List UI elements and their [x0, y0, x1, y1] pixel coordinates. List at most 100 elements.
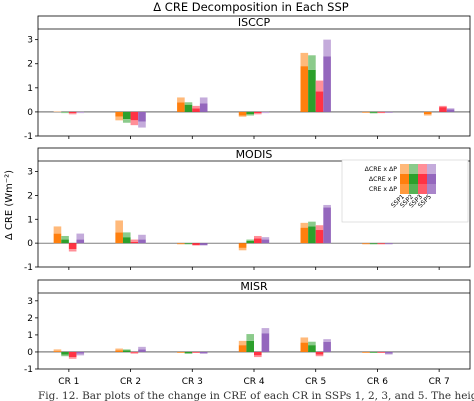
bar-ssp3-cr1 — [68, 351, 77, 358]
bar-top-ssp1-cr5 — [300, 222, 309, 228]
bar-top-ssp3-cr1 — [68, 357, 77, 359]
bar-ssp5-cr4 — [261, 333, 270, 352]
legend-row-label: CRE x ΔP — [369, 186, 397, 193]
bar-ssp5-cr6 — [385, 243, 393, 244]
legend-swatch-ssp2 — [409, 174, 418, 184]
y-tick-label: -1 — [24, 365, 33, 375]
bar-top-ssp2-cr6 — [369, 243, 378, 245]
bar-top-ssp1-cr7 — [423, 114, 432, 116]
bar-top-ssp1-cr3 — [177, 243, 185, 245]
bar-top-ssp2-cr2 — [122, 232, 131, 238]
bar-top-ssp5-cr5 — [323, 39, 331, 57]
x-tick-label: CR 1 — [58, 377, 79, 387]
bar-top-ssp2-cr1 — [61, 354, 69, 357]
bar-top-ssp2-cr5 — [308, 55, 316, 70]
bar-ssp2-cr4 — [246, 111, 254, 115]
bar-ssp2-cr6 — [369, 243, 378, 244]
x-tick-label: CR 2 — [120, 377, 141, 387]
legend-swatch-ssp5 — [427, 164, 436, 174]
y-tick-label: 0 — [27, 348, 33, 358]
bar-top-ssp5-cr4 — [261, 237, 270, 240]
bar-top-ssp3-cr4 — [254, 113, 262, 115]
bar-ssp2-cr5 — [308, 69, 316, 112]
y-tick-label: 1 — [27, 331, 33, 341]
bar-top-ssp3-cr3 — [192, 245, 200, 246]
bar-top-ssp2-cr3 — [184, 353, 193, 354]
bar-top-ssp5-cr3 — [199, 245, 208, 246]
bar-top-ssp1-cr1 — [53, 111, 62, 112]
bar-ssp1-cr6 — [362, 351, 370, 353]
bar-top-ssp5-cr6 — [385, 243, 393, 245]
bar-ssp1-cr3 — [177, 102, 185, 112]
bar-ssp1-cr5 — [300, 66, 309, 112]
panel-title: MISR — [240, 280, 268, 293]
bar-ssp3-cr6 — [377, 351, 386, 353]
x-tick-labels: CR 1 CR 2 CR 3 CR 4 CR 5 CR 6 CR 7 — [58, 377, 449, 387]
bar-ssp2-cr2 — [122, 350, 131, 352]
bar-ssp3-cr4 — [254, 238, 262, 244]
bar-ssp5-cr1 — [76, 239, 85, 244]
bar-top-ssp2-cr5 — [308, 341, 316, 346]
bar-top-ssp1-cr6 — [362, 112, 370, 113]
bar-top-ssp2-cr4 — [246, 114, 254, 116]
bar-top-ssp3-cr2 — [130, 352, 139, 354]
y-tick-label: 1 — [27, 215, 33, 225]
bar-ssp3-cr7 — [439, 107, 447, 112]
bar-top-ssp1-cr4 — [238, 247, 247, 251]
bar-top-ssp3-cr1 — [68, 249, 77, 252]
bar-ssp1-cr5 — [300, 342, 309, 352]
y-tick-label: 0 — [27, 239, 33, 249]
bar-ssp2-cr6 — [369, 111, 378, 113]
bar-top-ssp5-cr4 — [261, 111, 270, 114]
panel-title: MODIS — [236, 148, 273, 161]
x-tick-label: CR 4 — [243, 377, 264, 387]
bar-ssp5-cr7 — [446, 109, 455, 112]
legend-swatch-ssp1 — [400, 184, 409, 194]
bar-top-ssp2-cr3 — [184, 243, 193, 245]
bar-top-ssp3-cr2 — [130, 120, 139, 126]
bar-ssp3-cr5 — [315, 230, 324, 244]
bar-ssp3-cr3 — [192, 108, 200, 112]
bar-ssp5-cr2 — [138, 239, 146, 244]
bar-ssp5-cr2 — [138, 349, 146, 352]
bar-ssp3-cr4 — [254, 111, 262, 114]
bar-ssp3-cr5 — [315, 91, 324, 112]
bar-top-ssp2-cr1 — [61, 235, 69, 240]
bar-ssp2-cr6 — [369, 351, 378, 353]
bar-top-ssp3-cr7 — [439, 105, 447, 108]
bar-ssp3-cr4 — [254, 351, 262, 356]
bar-ssp2-cr5 — [308, 226, 316, 244]
bar-top-ssp5-cr3 — [199, 97, 208, 104]
y-tick-label: 2 — [27, 191, 33, 201]
bar-top-ssp2-cr6 — [369, 112, 378, 114]
bar-top-ssp1-cr4 — [238, 340, 247, 346]
bar-top-ssp3-cr3 — [192, 105, 200, 109]
bar-ssp5-cr5 — [323, 56, 331, 112]
x-tick-label: CR 7 — [429, 377, 450, 387]
bar-top-ssp5-cr5 — [323, 339, 331, 342]
bar-ssp5-cr5 — [323, 207, 331, 244]
legend-swatch-ssp3 — [418, 164, 427, 174]
bar-ssp5-cr6 — [385, 111, 393, 113]
bar-ssp5-cr2 — [138, 111, 146, 122]
bar-ssp2-cr3 — [184, 351, 193, 354]
x-tick-label: CR 6 — [367, 377, 388, 387]
bar-ssp1-cr2 — [115, 232, 123, 244]
bar-top-ssp1-cr6 — [362, 352, 370, 353]
x-tick-label: CR 5 — [305, 377, 326, 387]
bar-top-ssp3-cr6 — [377, 243, 386, 245]
bar-top-ssp1-cr3 — [177, 352, 185, 353]
bar-ssp5-cr3 — [199, 351, 208, 354]
bar-top-ssp2-cr6 — [369, 352, 378, 353]
bar-ssp2-cr4 — [246, 340, 254, 352]
bar-ssp2-cr4 — [246, 240, 254, 244]
bar-top-ssp1-cr1 — [53, 226, 62, 234]
bar-ssp3-cr3 — [192, 243, 200, 246]
legend-swatch-ssp2 — [409, 164, 418, 174]
panel-isccp: ISCCP -1 0 1 2 3 — [24, 15, 471, 142]
bar-ssp3-cr5 — [315, 351, 324, 355]
bar-ssp3-cr2 — [130, 111, 139, 121]
bar-top-ssp1-cr3 — [177, 97, 185, 103]
bar-ssp3-cr1 — [68, 111, 77, 114]
